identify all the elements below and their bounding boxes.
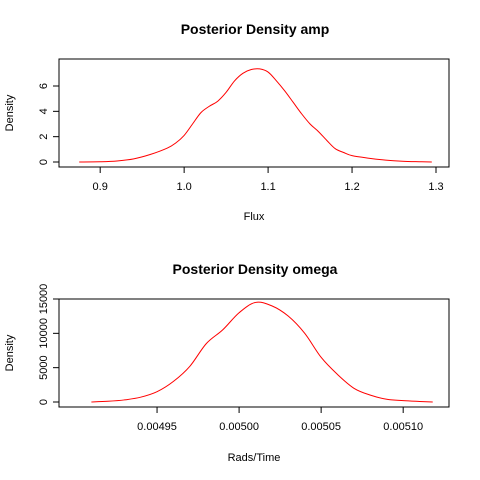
y-tick-label: 0 bbox=[38, 159, 50, 165]
x-tick-label: 0.00505 bbox=[301, 421, 341, 433]
x-axis-label: Rads/Time bbox=[228, 452, 281, 464]
y-tick-label: 10000 bbox=[38, 318, 50, 349]
x-axis-label: Flux bbox=[244, 211, 265, 223]
x-tick-label: 0.00495 bbox=[137, 421, 177, 433]
chart-title: Posterior Density amp bbox=[181, 21, 330, 37]
y-tick-label: 0 bbox=[38, 399, 50, 405]
x-axis-ticks: 0.9 1.0 1.1 1.2 1.3 bbox=[93, 166, 444, 193]
chart-panel-omega: Posterior Density omega Rads/Time Densit… bbox=[4, 261, 450, 464]
density-curve bbox=[91, 301, 433, 403]
y-axis-ticks: 0 5000 10000 15000 bbox=[38, 284, 60, 405]
y-tick-label: 5000 bbox=[38, 355, 50, 379]
y-tick-label: 2 bbox=[38, 134, 50, 140]
x-tick-label: 0.00500 bbox=[219, 421, 259, 433]
x-axis-ticks: 0.00495 0.00500 0.00505 0.00510 bbox=[137, 406, 423, 433]
x-tick-label: 0.00510 bbox=[383, 421, 423, 433]
y-tick-label: 4 bbox=[38, 108, 50, 114]
density-curve bbox=[79, 68, 432, 163]
x-tick-label: 1.2 bbox=[344, 181, 359, 193]
x-tick-label: 0.9 bbox=[93, 181, 108, 193]
x-tick-label: 1.1 bbox=[260, 181, 275, 193]
y-axis-label: Density bbox=[4, 94, 16, 131]
y-tick-label: 15000 bbox=[38, 284, 50, 315]
y-tick-label: 6 bbox=[38, 83, 50, 89]
y-axis-label: Density bbox=[4, 334, 16, 371]
chart-panel-amp: Posterior Density amp Flux Density 0.9 1.… bbox=[4, 21, 450, 223]
x-tick-label: 1.0 bbox=[176, 181, 191, 193]
chart-title: Posterior Density omega bbox=[173, 261, 338, 277]
x-tick-label: 1.3 bbox=[428, 181, 443, 193]
y-axis-ticks: 0 2 4 6 bbox=[38, 83, 60, 165]
